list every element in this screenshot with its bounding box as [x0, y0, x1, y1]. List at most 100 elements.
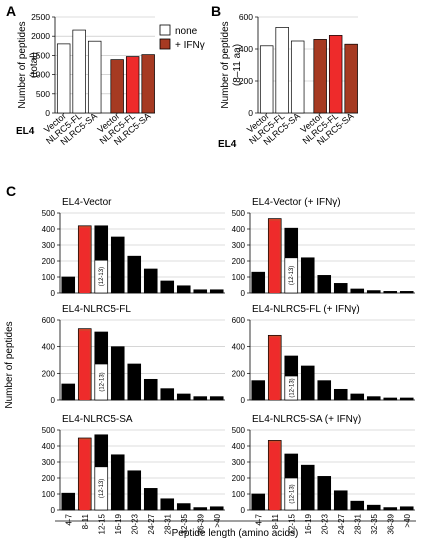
- panel-letter-a: A: [6, 3, 16, 19]
- panel-a-y-tick-label: 1000: [31, 70, 50, 80]
- histogram-6-bar: [317, 476, 332, 511]
- histogram-1-bar: [61, 276, 76, 294]
- histogram-6-x-tick-label: 8-11: [271, 513, 280, 529]
- histogram-3-title: EL4-NLRC5-FL: [62, 304, 131, 315]
- histogram-5-y-tick-label: 0: [51, 506, 56, 515]
- histogram-3-y-tick-label: 0: [51, 396, 56, 405]
- histogram-6-y-tick-label: 200: [232, 474, 246, 483]
- histogram-1-y-tick-label: 200: [42, 257, 56, 266]
- histogram-2-y-tick-label: 200: [232, 257, 246, 266]
- histogram-4-bar: [399, 397, 414, 401]
- histogram-3: EL4-NLRC5-FL 0 200 400 600 (12-13): [42, 304, 225, 405]
- panel-c-charts: EL4-Vector0100200300400500(12-13)EL4-Vec…: [42, 197, 415, 534]
- histogram-2-title: EL4-Vector (+ IFNγ): [252, 197, 341, 208]
- panel-a-bar: [110, 59, 124, 114]
- histogram-1-bar: [160, 280, 175, 294]
- histogram-4-bar: [366, 396, 381, 401]
- histogram-3-bar: [110, 346, 125, 401]
- histogram-5-x-tick-label: 12-15: [97, 513, 106, 534]
- histogram-1-bar: [193, 289, 208, 294]
- panel-b-y-tick-label: 400: [239, 44, 253, 54]
- histogram-4-bar: [383, 397, 398, 401]
- histogram-5-bar: [143, 488, 158, 511]
- panel-a-bar: [87, 40, 102, 114]
- histogram-1-bar: [176, 285, 191, 294]
- panel-b-bar: [328, 35, 343, 114]
- legend-swatch-none: [159, 24, 171, 36]
- histogram-5-bar: [127, 470, 142, 511]
- panel-b-bar: [313, 39, 327, 114]
- histogram-6-bar: [333, 490, 348, 511]
- histogram-5-bar: [193, 507, 208, 511]
- histogram-3-bar: [176, 393, 191, 401]
- histogram-3-y-tick-label: 600: [42, 316, 56, 325]
- panel-a-bar: [72, 29, 86, 114]
- histogram-5-x-tick-label: 4-7: [64, 513, 73, 525]
- histogram-3-bar-subset: [94, 363, 109, 401]
- histogram-5-bar: [209, 506, 224, 511]
- histogram-1-title: EL4-Vector: [62, 197, 112, 208]
- histogram-2-bar: [300, 257, 315, 294]
- histogram-5-subset-label: (12-13): [99, 479, 105, 498]
- panel-a-bar: [141, 54, 155, 114]
- histogram-3-bar: [61, 383, 76, 401]
- histogram-3-subset-label: (12-13): [99, 372, 105, 391]
- histogram-5-x-tick-label: 28-31: [163, 513, 172, 534]
- histogram-5-bar: [61, 492, 76, 511]
- panel-b-y-tick-label: 600: [239, 12, 253, 22]
- histogram-4-bar: [251, 380, 266, 401]
- histogram-3-y-tick-label: 400: [42, 343, 56, 352]
- histogram-5: EL4-NLRC5-SA 0 100 200 300 400 500 4-7 8-11 (12-1…: [42, 414, 225, 534]
- panel-a-chart: 05001000150020002500VectorNLRC5-FLNLRC5-…: [17, 12, 155, 147]
- panel-b-y-tick-label: 0: [248, 108, 253, 118]
- histogram-1-bar-fill: [79, 227, 90, 293]
- panel-b-cell-line: EL4: [218, 139, 237, 150]
- histogram-2-y-tick-label: 400: [232, 225, 246, 234]
- histogram-6-bar-fill: [269, 442, 280, 510]
- histogram-3-bar: [160, 388, 175, 401]
- histogram-6-bar: [350, 500, 365, 511]
- histogram-1-y-tick-label: 400: [42, 225, 56, 234]
- histogram-6-x-tick-label: 12-15: [287, 513, 296, 534]
- histogram-5-x-tick-label: 32-35: [180, 513, 189, 534]
- histogram-2-subset-label: (12-13): [289, 266, 295, 285]
- histogram-5-bar-fill: [79, 440, 90, 510]
- histogram-6-subset-label: (12-13): [289, 484, 295, 503]
- histogram-5-y-tick-label: 400: [42, 442, 56, 451]
- histogram-3-y-tick-label: 200: [42, 369, 56, 378]
- histogram-5-x-tick-label: >40: [213, 513, 222, 527]
- histogram-x-axis-label: Peptide length (amino acids): [172, 528, 299, 539]
- histogram-1-bar: [110, 236, 125, 294]
- histogram-6: EL4-NLRC5-SA (+ IFNγ) 0 100 200 300 400 500 4-7…: [232, 414, 415, 534]
- histogram-3-bar: [143, 378, 158, 401]
- histogram-2-bar: [251, 271, 266, 294]
- histogram-5-y-tick-label: 500: [42, 426, 56, 435]
- histogram-6-y-tick-label: 400: [232, 442, 246, 451]
- histogram-y-axis-label: Number of peptides: [4, 321, 15, 408]
- histogram-2-y-tick-label: 500: [232, 209, 246, 218]
- panel-a-y-tick-label: 2000: [31, 31, 50, 41]
- histogram-2-bar: [366, 290, 381, 294]
- legend: none + IFNγ: [159, 24, 205, 51]
- panel-b-bar: [259, 45, 274, 114]
- histogram-5-y-tick-label: 300: [42, 458, 56, 467]
- histogram-5-bar: [160, 498, 175, 511]
- histogram-4-y-tick-label: 200: [232, 369, 246, 378]
- histogram-2-y-tick-label: 0: [241, 289, 246, 298]
- histogram-5-title: EL4-NLRC5-SA: [62, 414, 133, 425]
- histogram-6-title: EL4-NLRC5-SA (+ IFNγ): [252, 414, 361, 425]
- histogram-5-x-tick-label: 16-19: [114, 513, 123, 534]
- histogram-4-bar-fill: [269, 337, 280, 400]
- histogram-1-y-tick-label: 0: [51, 289, 56, 298]
- histogram-4-y-tick-label: 400: [232, 343, 246, 352]
- panel-a-y-tick-label: 500: [36, 89, 50, 99]
- histogram-2-bar-subset: [284, 257, 299, 294]
- panel-a-bar: [125, 56, 140, 114]
- histogram-6-x-tick-label: 36-39: [386, 513, 395, 534]
- panel-letter-c: C: [6, 183, 16, 199]
- histogram-6-x-tick-label: 28-31: [353, 513, 362, 534]
- histogram-1: EL4-Vector 0 100 200 300 400 500 (12-13): [42, 197, 225, 298]
- histogram-2-bar: [399, 291, 414, 294]
- histogram-4-y-tick-label: 0: [241, 396, 246, 405]
- panel-b-bar: [290, 40, 305, 114]
